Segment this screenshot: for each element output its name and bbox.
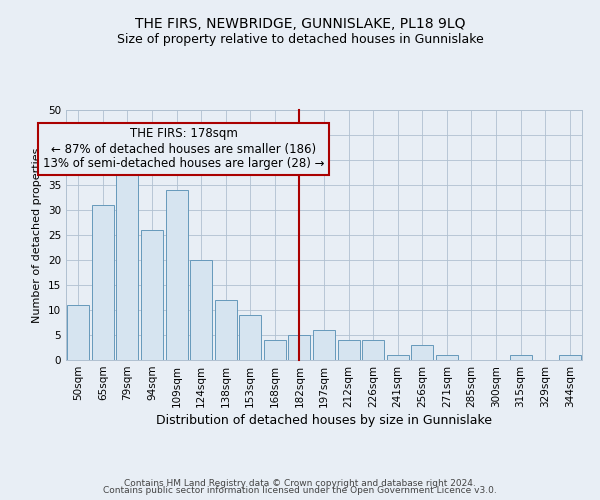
Bar — [386, 355, 409, 360]
Bar — [509, 355, 532, 360]
Bar — [92, 205, 114, 360]
Text: THE FIRS: 178sqm
← 87% of detached houses are smaller (186)
13% of semi-detached: THE FIRS: 178sqm ← 87% of detached house… — [43, 128, 325, 170]
Bar — [264, 340, 286, 360]
Bar — [313, 330, 335, 360]
Bar — [215, 300, 237, 360]
Bar — [190, 260, 212, 360]
Bar — [362, 340, 384, 360]
Bar — [436, 355, 458, 360]
Text: THE FIRS, NEWBRIDGE, GUNNISLAKE, PL18 9LQ: THE FIRS, NEWBRIDGE, GUNNISLAKE, PL18 9L… — [135, 18, 465, 32]
Text: Contains HM Land Registry data © Crown copyright and database right 2024.: Contains HM Land Registry data © Crown c… — [124, 478, 476, 488]
Text: Size of property relative to detached houses in Gunnislake: Size of property relative to detached ho… — [116, 32, 484, 46]
Bar — [411, 345, 433, 360]
Bar — [116, 155, 139, 360]
Bar — [67, 305, 89, 360]
Text: Contains public sector information licensed under the Open Government Licence v3: Contains public sector information licen… — [103, 486, 497, 495]
Bar — [141, 230, 163, 360]
Bar — [166, 190, 188, 360]
X-axis label: Distribution of detached houses by size in Gunnislake: Distribution of detached houses by size … — [156, 414, 492, 427]
Y-axis label: Number of detached properties: Number of detached properties — [32, 148, 43, 322]
Bar — [289, 335, 310, 360]
Bar — [239, 315, 262, 360]
Bar — [338, 340, 359, 360]
Bar — [559, 355, 581, 360]
